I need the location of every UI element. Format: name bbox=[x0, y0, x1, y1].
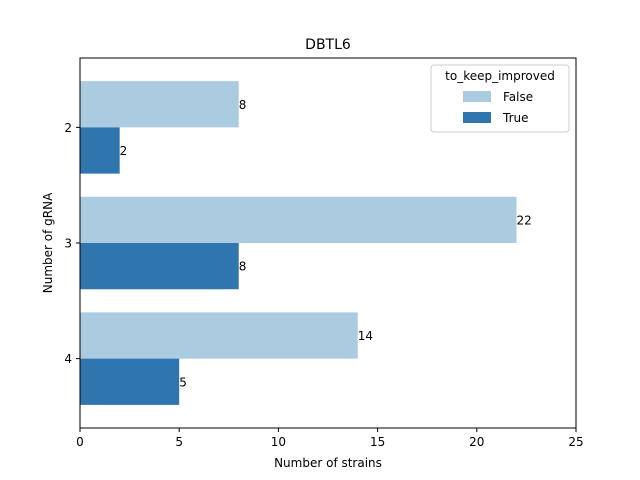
legend-label-true: True bbox=[502, 111, 529, 125]
y-axis-ticks: 2 3 4 bbox=[64, 121, 80, 366]
x-tick-label: 15 bbox=[370, 435, 385, 449]
legend: to_keep_improved False True bbox=[430, 64, 570, 133]
data-label-false-2: 8 bbox=[239, 98, 247, 112]
legend-swatch-false bbox=[463, 91, 491, 102]
bar-false-3 bbox=[80, 196, 517, 243]
bar-true-2 bbox=[80, 127, 120, 174]
x-tick-label: 25 bbox=[568, 435, 583, 449]
legend-title: to_keep_improved bbox=[445, 69, 555, 83]
y-tick-label: 3 bbox=[64, 237, 72, 251]
bar-true-3 bbox=[80, 243, 239, 290]
x-tick-label: 10 bbox=[271, 435, 286, 449]
data-label-true-3: 8 bbox=[239, 260, 247, 274]
legend-label-false: False bbox=[503, 90, 533, 104]
y-axis-label: Number of gRNA bbox=[41, 192, 55, 293]
y-tick-label: 2 bbox=[64, 121, 72, 135]
bars-group bbox=[80, 81, 517, 405]
bar-true-4 bbox=[80, 358, 180, 405]
bar-false-4 bbox=[80, 312, 358, 359]
y-tick-label: 4 bbox=[64, 352, 72, 366]
data-label-true-2: 2 bbox=[120, 144, 128, 158]
x-tick-label: 0 bbox=[76, 435, 84, 449]
data-label-false-3: 22 bbox=[516, 213, 531, 227]
bar-false-2 bbox=[80, 81, 239, 128]
data-label-true-4: 5 bbox=[179, 375, 187, 389]
x-tick-label: 5 bbox=[175, 435, 183, 449]
x-tick-label: 20 bbox=[469, 435, 484, 449]
x-axis-ticks: 0 5 10 15 20 25 bbox=[76, 428, 584, 449]
legend-swatch-true bbox=[463, 112, 491, 123]
chart-title: DBTL6 bbox=[305, 37, 351, 53]
data-labels-group: 8 22 14 2 8 5 bbox=[120, 98, 532, 390]
x-axis-label: Number of strains bbox=[274, 456, 382, 470]
data-label-false-4: 14 bbox=[358, 329, 373, 343]
